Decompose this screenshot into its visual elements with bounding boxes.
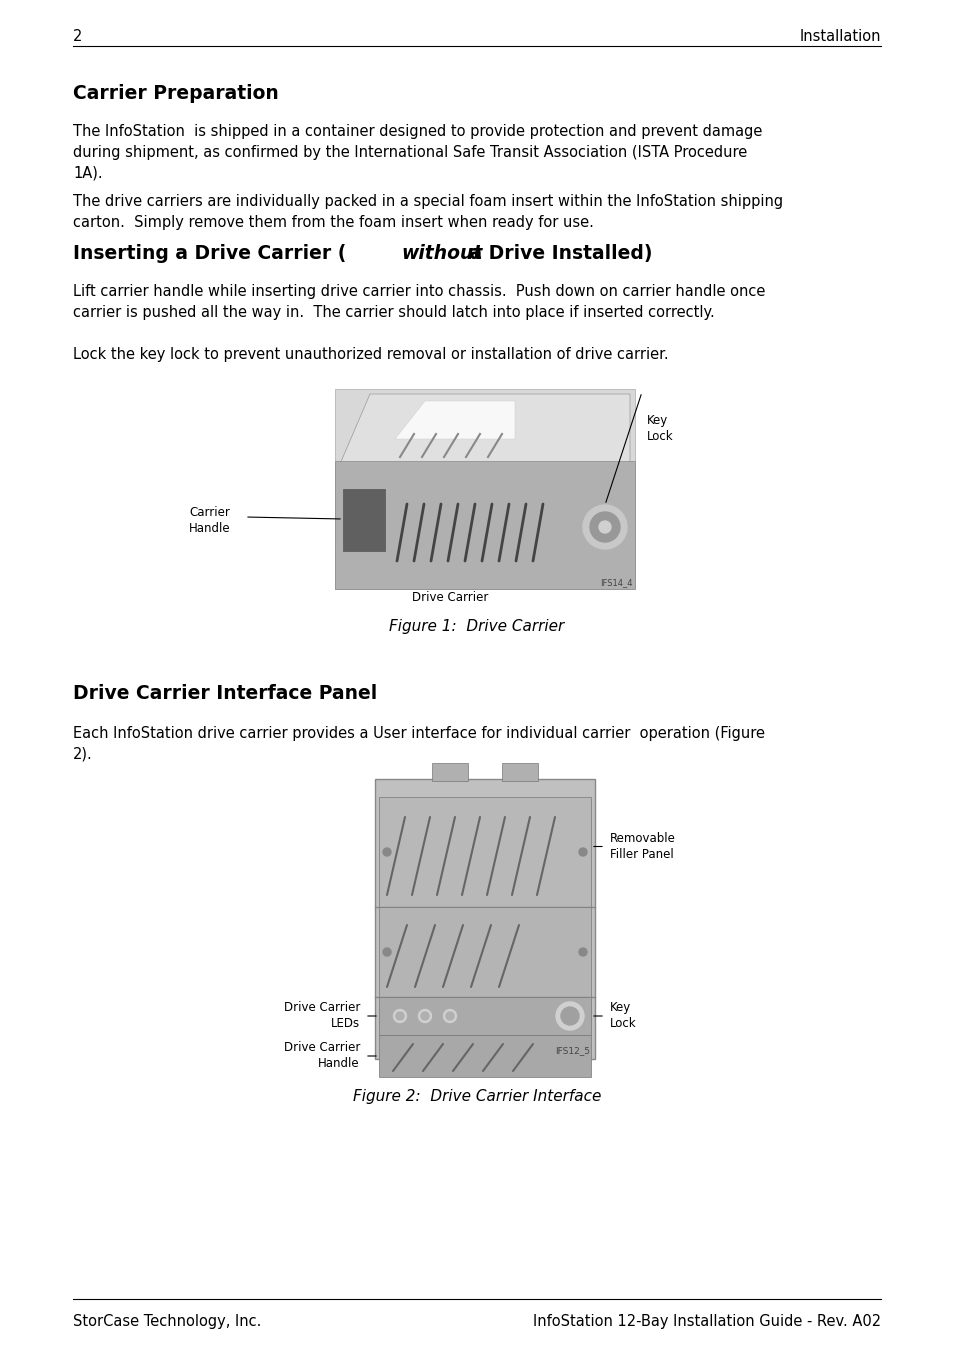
Circle shape bbox=[598, 522, 610, 533]
Text: Key
Lock: Key Lock bbox=[609, 1002, 636, 1031]
Circle shape bbox=[418, 1009, 431, 1023]
Text: Key
Lock: Key Lock bbox=[646, 413, 673, 444]
FancyBboxPatch shape bbox=[378, 797, 590, 908]
Text: Inserting a Drive Carrier (: Inserting a Drive Carrier ( bbox=[73, 244, 346, 263]
FancyBboxPatch shape bbox=[432, 763, 468, 780]
Text: Lift carrier handle while inserting drive carrier into chassis.  Push down on ca: Lift carrier handle while inserting driv… bbox=[73, 283, 764, 320]
Circle shape bbox=[589, 512, 619, 542]
Text: StorCase Technology, Inc.: StorCase Technology, Inc. bbox=[73, 1314, 261, 1329]
Circle shape bbox=[382, 947, 391, 956]
Text: Drive Carrier Interface Panel: Drive Carrier Interface Panel bbox=[73, 684, 376, 704]
Circle shape bbox=[393, 1009, 406, 1023]
Circle shape bbox=[578, 947, 586, 956]
Text: without: without bbox=[400, 244, 482, 263]
Text: Drive Carrier
Handle: Drive Carrier Handle bbox=[283, 1042, 359, 1071]
Text: Figure 1:  Drive Carrier: Figure 1: Drive Carrier bbox=[389, 619, 564, 634]
Circle shape bbox=[420, 1012, 429, 1020]
Text: The InfoStation  is shipped in a container designed to provide protection and pr: The InfoStation is shipped in a containe… bbox=[73, 125, 761, 181]
Circle shape bbox=[446, 1012, 454, 1020]
Text: Carrier
Handle: Carrier Handle bbox=[189, 507, 231, 535]
Text: Each InfoStation drive carrier provides a User interface for individual carrier : Each InfoStation drive carrier provides … bbox=[73, 726, 764, 763]
Text: 2: 2 bbox=[73, 29, 82, 44]
Text: Installation: Installation bbox=[799, 29, 880, 44]
Polygon shape bbox=[395, 401, 515, 439]
FancyBboxPatch shape bbox=[335, 461, 635, 589]
FancyBboxPatch shape bbox=[343, 489, 385, 550]
Text: Removable
Filler Panel: Removable Filler Panel bbox=[609, 832, 675, 861]
Text: Figure 2:  Drive Carrier Interface: Figure 2: Drive Carrier Interface bbox=[353, 1088, 600, 1103]
Circle shape bbox=[443, 1009, 456, 1023]
Text: Lock the key lock to prevent unauthorized removal or installation of drive carri: Lock the key lock to prevent unauthorize… bbox=[73, 346, 668, 361]
FancyBboxPatch shape bbox=[501, 763, 537, 780]
Text: InfoStation 12-Bay Installation Guide - Rev. A02: InfoStation 12-Bay Installation Guide - … bbox=[533, 1314, 880, 1329]
Text: IFS12_5: IFS12_5 bbox=[555, 1046, 589, 1055]
Text: IFS14_4: IFS14_4 bbox=[599, 578, 633, 587]
Polygon shape bbox=[339, 394, 629, 464]
Circle shape bbox=[382, 847, 391, 856]
Text: Drive Carrier: Drive Carrier bbox=[412, 591, 488, 604]
Circle shape bbox=[560, 1008, 578, 1025]
FancyBboxPatch shape bbox=[378, 1035, 590, 1077]
FancyBboxPatch shape bbox=[335, 389, 635, 589]
FancyBboxPatch shape bbox=[375, 779, 595, 1060]
Text: Drive Carrier
LEDs: Drive Carrier LEDs bbox=[283, 1002, 359, 1031]
Circle shape bbox=[582, 505, 626, 549]
FancyBboxPatch shape bbox=[378, 997, 590, 1035]
Text: Carrier Preparation: Carrier Preparation bbox=[73, 84, 278, 103]
Circle shape bbox=[556, 1002, 583, 1029]
FancyBboxPatch shape bbox=[378, 908, 590, 997]
Text: The drive carriers are individually packed in a special foam insert within the I: The drive carriers are individually pack… bbox=[73, 194, 782, 230]
Circle shape bbox=[395, 1012, 403, 1020]
Circle shape bbox=[578, 847, 586, 856]
Text: a Drive Installed): a Drive Installed) bbox=[462, 244, 652, 263]
